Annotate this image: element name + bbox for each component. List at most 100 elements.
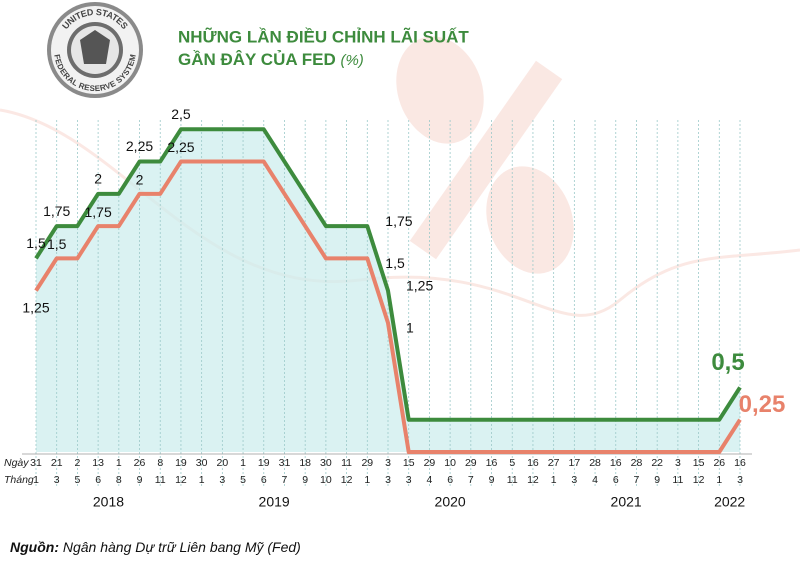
x-tick-day: 21 <box>51 457 63 469</box>
source-text: Ngân hàng Dự trữ Liên bang Mỹ (Fed) <box>63 539 301 555</box>
chart-subtitle: GẦN ĐÂY CỦA FED <box>178 50 336 69</box>
x-tick-day: 16 <box>486 457 498 469</box>
value-label: 1,25 <box>22 299 49 315</box>
x-tick-month: 12 <box>693 474 705 486</box>
year-label: 2020 <box>435 494 466 510</box>
x-row-label: Tháng <box>4 474 34 486</box>
x-tick-day: 5 <box>509 457 515 469</box>
x-tick-month: 5 <box>74 474 80 486</box>
value-label: 1,75 <box>385 213 412 229</box>
x-tick-day: 26 <box>713 457 725 469</box>
x-tick-month: 11 <box>155 474 166 486</box>
x-tick-month: 11 <box>672 474 683 486</box>
source-label: Nguồn: <box>10 539 59 555</box>
x-tick-day: 3 <box>385 457 391 469</box>
value-label: 2 <box>94 171 102 187</box>
x-tick-month: 7 <box>282 474 288 486</box>
x-tick-month: 6 <box>95 474 101 486</box>
x-tick-month: 9 <box>489 474 495 486</box>
x-tick-day: 22 <box>651 457 663 469</box>
unit: (%) <box>340 52 363 69</box>
x-tick-month: 1 <box>716 474 722 486</box>
x-tick-month: 10 <box>320 474 332 486</box>
value-label: 2,25 <box>167 139 194 155</box>
x-tick-month: 4 <box>592 474 598 486</box>
x-tick-month: 4 <box>426 474 432 486</box>
value-label: 1 <box>406 320 414 336</box>
x-tick-day: 10 <box>444 457 456 469</box>
x-tick-month: 1 <box>551 474 557 486</box>
value-label: 1,25 <box>406 277 433 293</box>
x-tick-month: 12 <box>341 474 353 486</box>
x-tick-day: 31 <box>30 457 42 469</box>
fed-seal: UNITED STATES FEDERAL RESERVE SYSTEM <box>47 2 143 98</box>
value-label: 2 <box>136 172 144 188</box>
x-tick-day: 19 <box>258 457 270 469</box>
x-tick-day: 15 <box>403 457 415 469</box>
x-tick-day: 2 <box>74 457 80 469</box>
x-tick-day: 18 <box>299 457 311 469</box>
x-tick-day: 20 <box>217 457 229 469</box>
x-tick-day: 16 <box>610 457 622 469</box>
value-label: 2,25 <box>126 138 153 154</box>
x-tick-day: 30 <box>320 457 332 469</box>
x-tick-day: 28 <box>631 457 643 469</box>
x-tick-day: 1 <box>240 457 246 469</box>
value-label: 1,5 <box>385 255 405 271</box>
year-label: 2022 <box>714 494 745 510</box>
x-tick-day: 11 <box>341 457 352 469</box>
x-tick-month: 6 <box>261 474 267 486</box>
x-tick-day: 17 <box>569 457 581 469</box>
x-tick-month: 12 <box>527 474 539 486</box>
x-row-label: Ngày <box>4 457 29 469</box>
x-tick-day: 29 <box>465 457 477 469</box>
year-label: 2021 <box>611 494 642 510</box>
x-tick-month: 3 <box>406 474 412 486</box>
source: Nguồn: Ngân hàng Dự trữ Liên bang Mỹ (Fe… <box>10 539 301 555</box>
x-tick-day: 8 <box>157 457 163 469</box>
x-tick-day: 3 <box>675 457 681 469</box>
value-label: 2,5 <box>171 106 191 122</box>
x-tick-month: 3 <box>385 474 391 486</box>
x-tick-day: 29 <box>361 457 373 469</box>
x-tick-day: 27 <box>548 457 560 469</box>
x-tick-month: 9 <box>654 474 660 486</box>
x-tick-month: 1 <box>33 474 39 486</box>
x-tick-month: 3 <box>571 474 577 486</box>
x-tick-day: 29 <box>424 457 436 469</box>
x-tick-month: 6 <box>447 474 453 486</box>
x-tick-month: 3 <box>219 474 225 486</box>
x-tick-day: 19 <box>175 457 187 469</box>
x-tick-day: 30 <box>196 457 208 469</box>
value-label: 1,75 <box>84 204 111 220</box>
x-tick-month: 12 <box>175 474 187 486</box>
x-tick-month: 7 <box>468 474 474 486</box>
value-label: 1,5 <box>26 235 46 251</box>
chart-subtitle-line: GẦN ĐÂY CỦA FED (%) <box>178 50 364 69</box>
year-label: 2018 <box>93 494 124 510</box>
x-tick-month: 11 <box>507 474 518 486</box>
x-tick-month: 9 <box>137 474 143 486</box>
x-tick-month: 3 <box>54 474 60 486</box>
value-label: 1,5 <box>47 236 67 252</box>
x-tick-month: 7 <box>634 474 640 486</box>
x-tick-day: 16 <box>734 457 746 469</box>
value-label: 0,5 <box>711 349 744 376</box>
value-label: 0,25 <box>739 391 786 418</box>
x-tick-month: 1 <box>364 474 370 486</box>
x-tick-month: 5 <box>240 474 246 486</box>
x-tick-month: 1 <box>199 474 205 486</box>
x-tick-day: 15 <box>693 457 705 469</box>
x-tick-day: 26 <box>134 457 146 469</box>
x-tick-day: 28 <box>589 457 601 469</box>
chart-title: NHỮNG LẦN ĐIỀU CHỈNH LÃI SUẤT <box>178 26 469 46</box>
x-tick-month: 3 <box>737 474 743 486</box>
x-tick-day: 31 <box>279 457 291 469</box>
x-tick-day: 1 <box>116 457 122 469</box>
series-line <box>34 159 742 454</box>
x-tick-month: 6 <box>613 474 619 486</box>
series-line <box>34 127 742 422</box>
x-tick-day: 16 <box>527 457 539 469</box>
